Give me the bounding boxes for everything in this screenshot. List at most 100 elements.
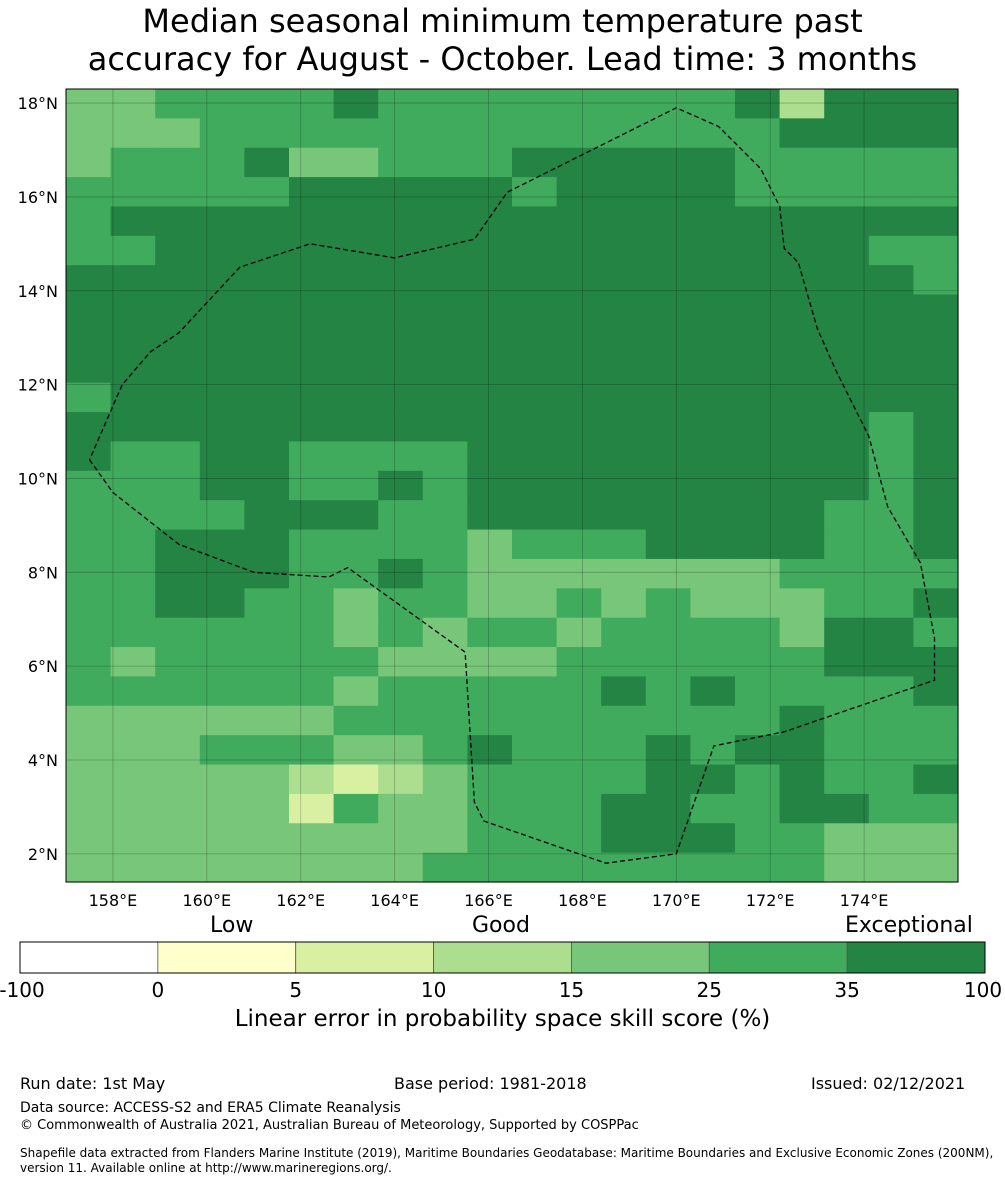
map-cell [556,735,602,766]
legend-word-good: Good [472,913,530,938]
map-cell [244,323,290,354]
map-cell [824,265,870,296]
map-cell [333,118,379,149]
map-cell [824,294,870,325]
map-cell [199,764,245,795]
colorbar-swatch [157,941,297,974]
map-cell [601,353,647,384]
map-cell [378,647,424,678]
map-cell [735,323,781,354]
map-cell [467,177,513,208]
map-cell [244,206,290,237]
map-cell [645,412,691,443]
map-cell [333,147,379,178]
map-cell [735,265,781,296]
map-cell [66,118,112,149]
map-cell [422,705,468,736]
map-cell [110,676,156,707]
map-cell [467,294,513,325]
map-cell [556,588,602,619]
map-cell [512,588,558,619]
map-cell [467,764,513,795]
map-cell [868,823,914,854]
map-cell [422,382,468,413]
map-cell [378,588,424,619]
map-cell [913,705,959,736]
map-cell [512,294,558,325]
map-cell [244,470,290,501]
map-cell [155,323,201,354]
map-cell [512,529,558,560]
map-cell [779,118,825,149]
map-cell [289,353,335,384]
issued-date: Issued: 02/12/2021 [811,1074,966,1093]
map-cell [110,441,156,472]
map-cell [735,412,781,443]
map-cell [378,823,424,854]
map-cell [512,323,558,354]
map-cell [155,235,201,266]
map-cell [868,118,914,149]
colorbar-tick-label: 25 [697,978,722,1002]
map-cell [289,235,335,266]
map-cell [601,206,647,237]
map-cell [735,529,781,560]
map-cell [824,118,870,149]
map-cell [289,147,335,178]
map-cell [244,793,290,824]
map-cell [467,412,513,443]
map-cell [512,764,558,795]
map-cell [556,147,602,178]
map-cell [868,147,914,178]
map-cell [645,441,691,472]
copyright: © Commonwealth of Australia 2021, Austra… [20,1118,639,1133]
latitude-ticks: 18°N 16°N 14°N 12°N 10°N 8°N 6°N 4°N 2°N [18,94,58,864]
map-cell [690,617,736,648]
map-cell [110,206,156,237]
colorbar-title: Linear error in probability space skill … [234,1006,771,1032]
map-cell [556,235,602,266]
map-cell [467,323,513,354]
map-cell [289,382,335,413]
map-cell [601,823,647,854]
map-cell [155,206,201,237]
map-cell [155,735,201,766]
map-cell [601,793,647,824]
map-cell [779,558,825,589]
map-cell [868,588,914,619]
lon-tick-label: 164°E [370,891,419,910]
map-cell [199,588,245,619]
map-cell [779,852,825,883]
map-cell [289,206,335,237]
map-cell [110,558,156,589]
map-cell [779,735,825,766]
map-cell [244,764,290,795]
lat-tick-label: 18°N [18,94,58,113]
lon-tick-label: 162°E [276,891,325,910]
map-cell [289,793,335,824]
map-cell [913,647,959,678]
map-cell [333,676,379,707]
map-cell [690,676,736,707]
map-cell [66,676,112,707]
map-cell [645,382,691,413]
map-cell [690,118,736,149]
map-cell [512,705,558,736]
eez-boundary [88,107,936,864]
map-cell [422,353,468,384]
map-cell [690,852,736,883]
map-cell [779,617,825,648]
map-cell [422,147,468,178]
map-cell [289,500,335,531]
map-cell [779,89,825,119]
map-cell [110,323,156,354]
map-cell [645,735,691,766]
map-cell [735,676,781,707]
map-cell [378,735,424,766]
colorbar-swatch [295,941,434,974]
map-cell [556,617,602,648]
map-cell [66,323,112,354]
map-cell [645,147,691,178]
map-cell [110,705,156,736]
map-cell [913,89,959,119]
